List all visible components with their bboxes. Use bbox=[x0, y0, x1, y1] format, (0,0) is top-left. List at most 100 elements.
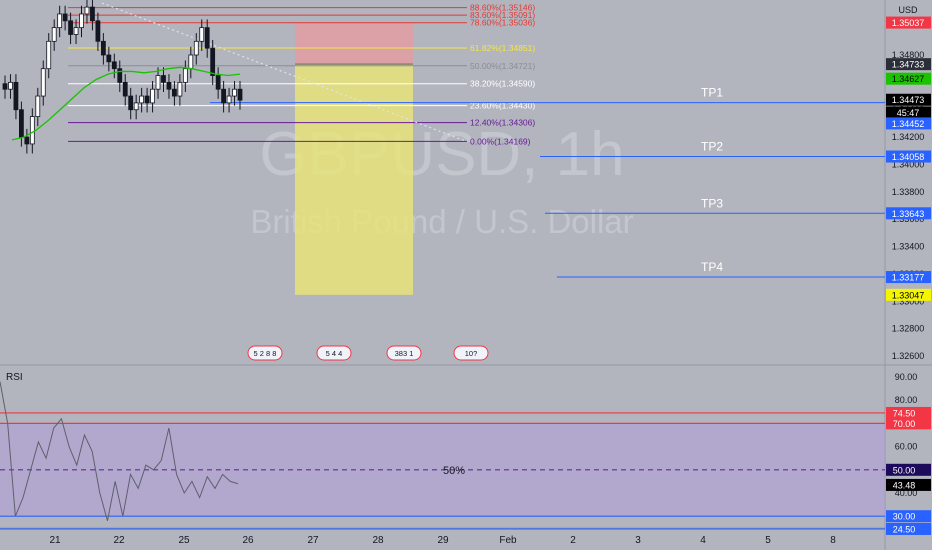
candle-body bbox=[51, 27, 57, 42]
price-badge-label: 1.34452 bbox=[892, 119, 925, 129]
rsi-tick-label: 60.00 bbox=[895, 442, 918, 452]
candle-body bbox=[13, 81, 19, 111]
candle-body bbox=[144, 95, 150, 104]
price-badge bbox=[886, 117, 931, 130]
rsi-level-badge bbox=[886, 522, 931, 535]
price-badge-label: 1.34473 bbox=[892, 95, 925, 105]
take-profit-zone bbox=[295, 64, 413, 295]
rsi-tick-label: 40.00 bbox=[895, 488, 918, 498]
price-badge bbox=[886, 58, 931, 71]
candle-body bbox=[117, 68, 123, 83]
tp-label: TP2 bbox=[701, 140, 723, 154]
fibonacci-retracement[interactable]: 88.60%(1.35146)83.60%(1.35091)78.60%(1.3… bbox=[68, 3, 535, 147]
candle-body bbox=[18, 109, 24, 138]
tp-label: TP4 bbox=[701, 260, 723, 274]
candle-body bbox=[150, 88, 155, 104]
candle-body bbox=[122, 81, 128, 97]
fib-level-label: 88.60%(1.35146) bbox=[470, 3, 535, 13]
price-tick-label: 1.32800 bbox=[892, 324, 925, 334]
moving-average bbox=[11, 66, 241, 141]
price-tick-label: 1.33400 bbox=[892, 242, 925, 252]
tp-label: TP1 bbox=[701, 86, 723, 100]
short-position-tool[interactable] bbox=[295, 22, 413, 295]
price-tick-label: 1.33000 bbox=[892, 296, 925, 306]
candle-body bbox=[68, 20, 73, 35]
rsi-level-badge bbox=[886, 406, 931, 419]
candle-body bbox=[8, 81, 13, 90]
candle-body bbox=[215, 75, 221, 90]
candle-body bbox=[79, 13, 84, 29]
price-badge-label: 1.33643 bbox=[892, 209, 925, 219]
price-tick-label: 1.34200 bbox=[892, 132, 925, 142]
rsi-midline-label: 50% bbox=[443, 465, 465, 477]
moving-average-line bbox=[11, 66, 241, 141]
candle-body bbox=[199, 27, 205, 42]
candle-body bbox=[40, 68, 46, 97]
candle-body bbox=[172, 88, 177, 97]
time-tick-label: 21 bbox=[49, 535, 61, 546]
price-badge bbox=[886, 93, 931, 106]
fib-level-label: 12.40%(1.34306) bbox=[470, 118, 535, 128]
rsi-level-badge-label: 24.50 bbox=[893, 524, 916, 534]
candlestick-series bbox=[2, 0, 243, 154]
take-profit-lines[interactable]: TP1 TP2 TP3 TP4 bbox=[210, 86, 885, 278]
event-marker-badge bbox=[453, 345, 489, 361]
event-marker-text: 10? bbox=[465, 349, 478, 358]
candle-body bbox=[95, 20, 101, 42]
candle-body bbox=[177, 81, 183, 97]
rsi-level-badge-label: 74.50 bbox=[893, 408, 916, 418]
candle-body bbox=[84, 6, 90, 15]
fib-level-label: 0.00%(1.34169) bbox=[470, 136, 531, 146]
candle-body bbox=[161, 75, 166, 83]
time-tick-label: Feb bbox=[499, 535, 517, 546]
event-marker-badge bbox=[316, 345, 352, 361]
candle-body bbox=[166, 81, 172, 90]
candle-body bbox=[226, 95, 232, 104]
price-badge bbox=[886, 150, 931, 163]
rsi-level-badge bbox=[886, 510, 931, 523]
price-badge bbox=[886, 288, 931, 301]
price-tick-label: 1.34000 bbox=[892, 159, 925, 169]
price-badge-label: 1.34733 bbox=[892, 60, 925, 70]
candle-body bbox=[24, 136, 30, 145]
fib-level-label: 38.20%(1.34590) bbox=[470, 79, 535, 89]
time-tick-label: 2 bbox=[570, 535, 576, 546]
price-tick-label: 1.32600 bbox=[892, 351, 925, 361]
candle-body bbox=[182, 68, 188, 83]
candle-body bbox=[188, 54, 194, 70]
rsi-tick-label: 90.00 bbox=[895, 372, 918, 382]
price-badge bbox=[886, 271, 931, 284]
time-tick-label: 28 bbox=[372, 535, 384, 546]
time-tick-label: 22 bbox=[113, 535, 125, 546]
price-badge bbox=[886, 207, 931, 220]
time-tick-label: 29 bbox=[437, 535, 449, 546]
event-markers[interactable]: 5 2 8 8 5 4 4 383 1 10? bbox=[247, 345, 489, 361]
fib-level-label: 50.00%(1.34721) bbox=[470, 61, 535, 71]
candle-body bbox=[35, 95, 41, 117]
time-tick-label: 3 bbox=[635, 535, 641, 546]
rsi-level-badge-label: 50.00 bbox=[893, 465, 916, 475]
event-marker-text: 5 2 8 8 bbox=[254, 349, 277, 358]
rsi-level-badge bbox=[886, 463, 931, 476]
rsi-indicator bbox=[0, 381, 885, 530]
rsi-level-badge-label: 43.48 bbox=[893, 480, 916, 490]
candle-body bbox=[62, 13, 68, 22]
price-tick-label: 1.33800 bbox=[892, 187, 925, 197]
time-tick-label: 26 bbox=[242, 535, 254, 546]
price-badge-label: 1.33177 bbox=[892, 273, 925, 283]
event-marker-badge bbox=[386, 345, 422, 361]
candle-body bbox=[73, 27, 79, 35]
rsi-level-badge bbox=[886, 478, 931, 491]
time-axis[interactable]: 21 22 25 26 27 28 29 Feb 2 3 4 5 8 bbox=[49, 535, 836, 546]
event-marker-text: 383 1 bbox=[395, 349, 414, 358]
rsi-label[interactable]: RSI bbox=[6, 372, 23, 383]
candle-body bbox=[237, 88, 243, 101]
candle-body bbox=[133, 102, 139, 111]
time-tick-label: 8 bbox=[830, 535, 836, 546]
candle-body bbox=[232, 88, 237, 97]
event-marker-text: 5 4 4 bbox=[326, 349, 343, 358]
rsi-level-badge-label: 70.00 bbox=[893, 419, 916, 429]
fib-level-label: 83.60%(1.35091) bbox=[470, 10, 535, 20]
